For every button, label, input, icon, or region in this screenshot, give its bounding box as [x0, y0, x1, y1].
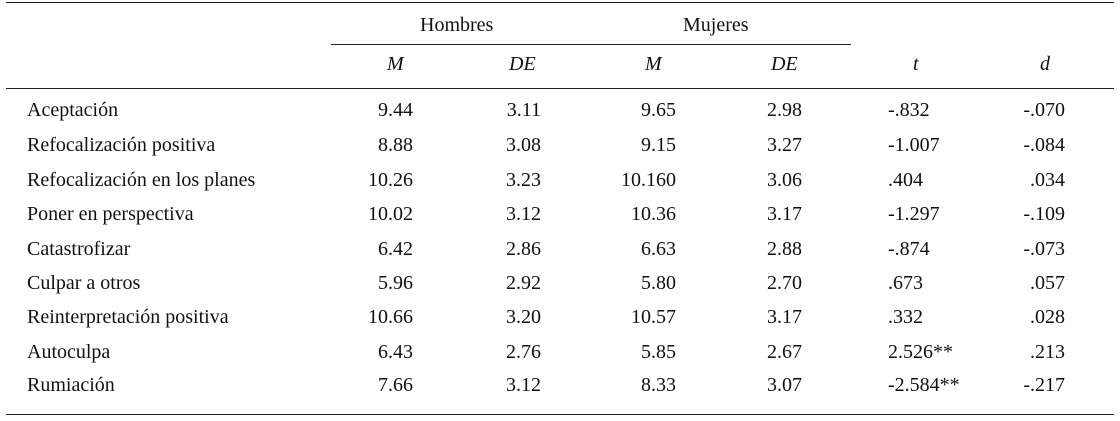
cell-mujeres-m: 9.15 — [641, 134, 676, 156]
cell-hombres-m: 10.02 — [368, 203, 413, 225]
cell-hombres-de: 3.20 — [506, 306, 541, 328]
cell-d: -.217 — [1023, 374, 1065, 396]
cell-t: -.832 — [888, 99, 930, 121]
cell-d: .057 — [1030, 272, 1065, 294]
cell-t: .332 — [888, 306, 923, 328]
row-label: Refocalización en los planes — [27, 169, 256, 191]
cell-d: .034 — [1030, 169, 1065, 191]
cell-t: -.874 — [888, 238, 930, 260]
cell-d: .028 — [1030, 306, 1065, 328]
row-label: Culpar a otros — [27, 272, 141, 294]
header-t: t — [913, 53, 919, 75]
header-d: d — [1040, 53, 1050, 75]
cell-mujeres-de: 2.88 — [767, 238, 802, 260]
cell-t: .673 — [888, 272, 923, 294]
cell-d: -.070 — [1023, 99, 1065, 121]
cell-d: -.084 — [1023, 134, 1065, 156]
cell-mujeres-m: 10.160 — [621, 169, 676, 191]
row-label: Aceptación — [27, 99, 119, 121]
cell-hombres-m: 6.43 — [378, 341, 413, 363]
row-label: Rumiación — [27, 374, 115, 396]
cell-mujeres-de: 3.27 — [767, 134, 802, 156]
header-mujeres-de: DE — [771, 53, 798, 75]
header-mujeres-m: M — [645, 53, 662, 75]
cell-hombres-de: 2.92 — [506, 272, 541, 294]
group-header-mujeres: Mujeres — [683, 14, 749, 36]
group-header-underline — [331, 44, 851, 45]
row-label: Autoculpa — [27, 341, 111, 363]
top-rule — [6, 2, 1114, 3]
header-hombres-de: DE — [509, 53, 536, 75]
cell-d: -.073 — [1023, 238, 1065, 260]
row-label: Refocalización positiva — [27, 134, 216, 156]
cell-mujeres-m: 10.57 — [631, 306, 676, 328]
cell-hombres-m: 6.42 — [378, 238, 413, 260]
cell-hombres-m: 8.88 — [378, 134, 413, 156]
header-rule — [6, 88, 1114, 89]
row-label: Reinterpretación positiva — [27, 306, 229, 328]
cell-hombres-de: 3.12 — [506, 203, 541, 225]
cell-mujeres-m: 9.65 — [641, 99, 676, 121]
cell-mujeres-m: 8.33 — [641, 374, 676, 396]
cell-hombres-m: 10.66 — [368, 306, 413, 328]
cell-hombres-m: 5.96 — [378, 272, 413, 294]
cell-hombres-de: 2.86 — [506, 238, 541, 260]
cell-hombres-de: 3.23 — [506, 169, 541, 191]
cell-hombres-de: 2.76 — [506, 341, 541, 363]
cell-mujeres-de: 2.67 — [767, 341, 802, 363]
cell-mujeres-de: 3.17 — [767, 203, 802, 225]
cell-hombres-m: 10.26 — [368, 169, 413, 191]
cell-mujeres-m: 10.36 — [631, 203, 676, 225]
cell-mujeres-de: 3.07 — [767, 374, 802, 396]
cell-mujeres-m: 5.85 — [641, 341, 676, 363]
row-label: Poner en perspectiva — [27, 203, 194, 225]
cell-mujeres-de: 2.98 — [767, 99, 802, 121]
cell-hombres-de: 3.11 — [506, 99, 541, 121]
cell-mujeres-m: 6.63 — [641, 238, 676, 260]
cell-mujeres-de: 3.17 — [767, 306, 802, 328]
cell-t: .404 — [888, 169, 923, 191]
cell-t: -1.297 — [888, 203, 940, 225]
cell-d: -.109 — [1023, 203, 1065, 225]
cell-hombres-de: 3.08 — [506, 134, 541, 156]
bottom-rule — [6, 414, 1114, 415]
cell-d: .213 — [1030, 341, 1065, 363]
cell-mujeres-de: 2.70 — [767, 272, 802, 294]
cell-hombres-m: 9.44 — [378, 99, 413, 121]
cell-hombres-de: 3.12 — [506, 374, 541, 396]
cell-t: 2.526** — [888, 341, 953, 363]
cell-hombres-m: 7.66 — [378, 374, 413, 396]
cell-t: -1.007 — [888, 134, 940, 156]
cell-t: -2.584** — [888, 374, 960, 396]
cell-mujeres-m: 5.80 — [641, 272, 676, 294]
header-hombres-m: M — [387, 53, 404, 75]
row-label: Catastrofizar — [27, 238, 131, 260]
group-header-hombres: Hombres — [420, 14, 494, 36]
cell-mujeres-de: 3.06 — [767, 169, 802, 191]
